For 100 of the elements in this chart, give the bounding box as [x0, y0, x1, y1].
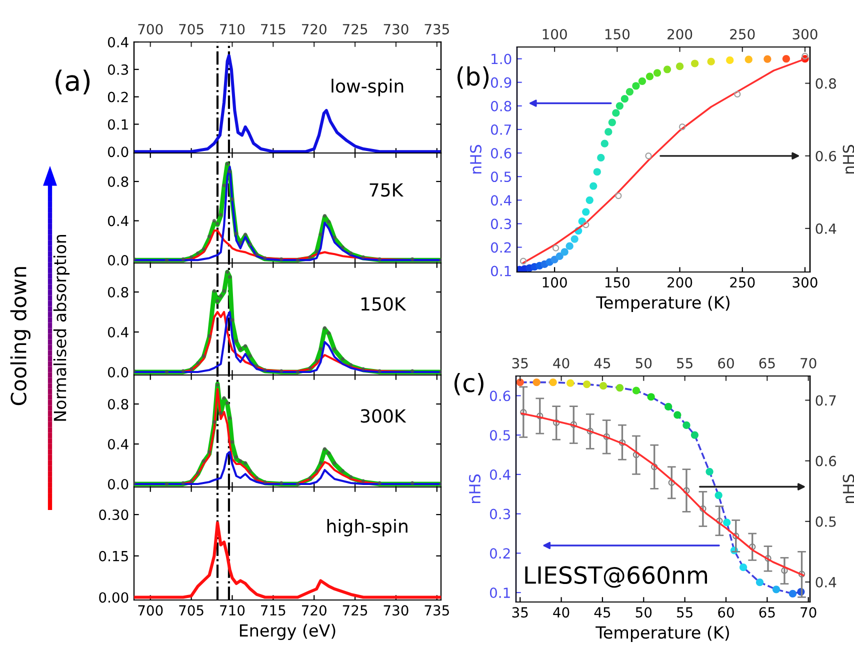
point	[556, 252, 564, 260]
x2-tick-label: 730	[384, 24, 408, 34]
x-tick-label: 725	[342, 605, 368, 616]
y-tick-label: 0.1	[490, 588, 510, 598]
x2-tick-label: 250	[730, 28, 755, 40]
x2-tick-label: 45	[594, 358, 610, 368]
point	[676, 62, 684, 70]
point	[263, 480, 267, 484]
x2-tick-label: 150	[605, 28, 630, 40]
x-tick-label: 100	[542, 277, 567, 288]
point	[706, 468, 714, 476]
point	[244, 461, 248, 465]
y2-tick-label: 0.6	[816, 456, 836, 466]
x-tick-label: 60	[718, 607, 734, 618]
point	[164, 370, 169, 374]
annotation: 150K	[362, 297, 406, 311]
point	[327, 331, 331, 335]
x-axis-title: Temperature (K)	[596, 626, 729, 642]
x-axis-title: Temperature (K)	[596, 296, 730, 312]
point	[378, 481, 382, 485]
x-tick-label: 70	[800, 607, 816, 618]
y-tick-label: 0.8	[490, 100, 512, 112]
point	[234, 232, 238, 236]
point	[349, 475, 353, 479]
point	[674, 411, 682, 419]
y-tick-label: 0.4	[490, 469, 510, 480]
point	[189, 367, 194, 371]
x-tick-label: 200	[668, 277, 692, 288]
y-tick-label: 0.3	[490, 508, 510, 520]
point	[225, 270, 230, 274]
x2-tick-label: 60	[718, 358, 734, 368]
x-axis-title: Energy (eV)	[240, 624, 336, 640]
point	[212, 218, 216, 223]
point	[566, 242, 574, 250]
point	[222, 396, 226, 400]
point	[280, 369, 284, 373]
y2-axis-title: nHS	[842, 144, 854, 174]
point	[549, 378, 557, 386]
point	[616, 102, 624, 110]
annotation: low-spin	[332, 78, 404, 96]
point	[238, 459, 242, 463]
point	[196, 361, 200, 365]
point	[691, 60, 699, 68]
point	[664, 402, 672, 411]
point	[410, 481, 414, 485]
point	[340, 245, 345, 250]
x-tick-label: 35	[512, 607, 528, 618]
x-tick-label: 720	[302, 605, 326, 616]
point	[225, 401, 230, 405]
point	[196, 471, 200, 475]
point	[230, 440, 234, 444]
x2-tick-label: 65	[759, 358, 775, 368]
y-axis-title: nHS	[470, 144, 482, 174]
point	[600, 140, 608, 148]
point	[560, 248, 568, 256]
point	[280, 481, 284, 485]
point	[378, 369, 382, 373]
point	[238, 240, 242, 244]
y2-axis-title: nHS	[842, 474, 854, 504]
point	[238, 347, 242, 351]
point	[332, 236, 336, 240]
x2-tick-label: 50	[636, 358, 652, 368]
y-tick-label: 0.4	[108, 36, 128, 48]
point	[314, 359, 318, 363]
point	[248, 354, 252, 358]
point	[663, 66, 672, 74]
x-tick-label: 710	[220, 605, 245, 616]
point	[308, 476, 312, 480]
point	[207, 334, 212, 338]
line-series	[134, 450, 441, 486]
x-tick-label: 700	[138, 605, 163, 616]
y-tick-label: 0.0	[108, 146, 128, 158]
point	[234, 339, 238, 343]
point	[248, 242, 252, 246]
point	[244, 232, 248, 236]
text: (a)	[56, 70, 90, 94]
point	[244, 344, 248, 348]
point	[586, 196, 594, 204]
y-tick-label: 0.7	[490, 124, 511, 135]
x2-tick-label: 735	[424, 24, 449, 34]
x-tick-label: 50	[636, 607, 652, 618]
point	[690, 431, 699, 439]
point	[723, 518, 731, 526]
point	[570, 235, 578, 243]
point	[181, 369, 185, 373]
x-tick-label: 65	[759, 607, 775, 618]
point	[228, 275, 232, 279]
point	[638, 77, 646, 85]
x2-tick-label: 725	[342, 24, 368, 34]
point	[726, 56, 734, 64]
x2-tick-label: 35	[512, 358, 528, 368]
annotation: high-spin	[327, 518, 408, 536]
x-tick-label: 705	[179, 605, 204, 616]
point	[280, 257, 284, 261]
y-tick-label: 0.9	[490, 77, 512, 88]
point	[218, 294, 223, 298]
point	[230, 318, 234, 322]
x2-tick-label: 715	[261, 24, 286, 34]
point	[234, 455, 238, 459]
point	[254, 476, 259, 480]
